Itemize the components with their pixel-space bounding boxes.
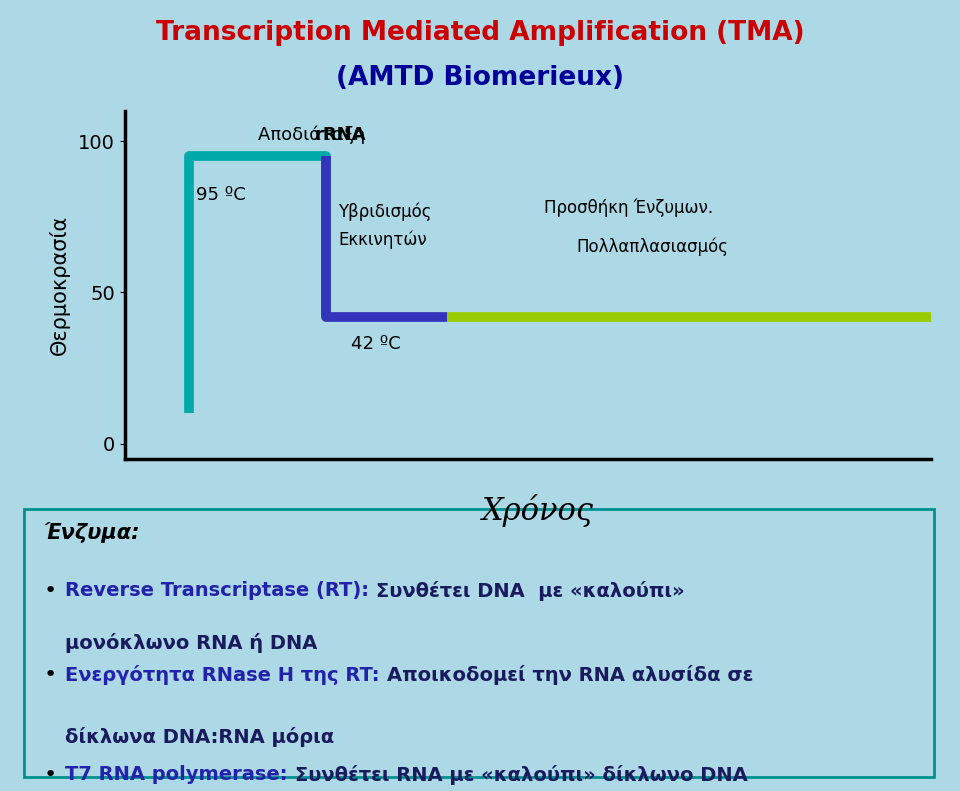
Text: Ένζυμα:: Ένζυμα: (43, 522, 140, 543)
Text: δίκλωνα DNA:RNA μόρια: δίκλωνα DNA:RNA μόρια (65, 727, 334, 747)
Text: rRNA: rRNA (314, 126, 366, 144)
Text: 42 ºC: 42 ºC (350, 335, 400, 353)
Text: Υβριδισμός
Εκκινητών: Υβριδισμός Εκκινητών (339, 203, 432, 248)
FancyBboxPatch shape (24, 509, 934, 778)
Text: Reverse Transcriptase (RT):: Reverse Transcriptase (RT): (65, 581, 376, 600)
Text: •: • (43, 765, 57, 785)
Text: Transcription Mediated Amplification (TMA): Transcription Mediated Amplification (TM… (156, 20, 804, 46)
Y-axis label: Θερμοκρασία: Θερμοκρασία (49, 214, 70, 355)
Text: •: • (43, 581, 57, 601)
Text: Συνθέτει RNA με «καλούπι» δίκλωνο DNA: Συνθέτει RNA με «καλούπι» δίκλωνο DNA (295, 765, 747, 785)
Text: Ενεργότητα RNase H της RT:: Ενεργότητα RNase H της RT: (65, 665, 387, 685)
Text: μονόκλωνο RNA ή DNA: μονόκλωνο RNA ή DNA (65, 633, 318, 653)
Text: •: • (43, 665, 57, 685)
Text: Συνθέτει DNA  με «καλούπι»: Συνθέτει DNA με «καλούπι» (376, 581, 684, 601)
Text: Πολλαπλασιασμός: Πολλαπλασιασμός (576, 237, 729, 256)
Text: Χρόνος: Χρόνος (482, 494, 593, 528)
Text: Αποδιάταξη: Αποδιάταξη (258, 126, 371, 144)
Text: Προσθήκη Ένζυμων.: Προσθήκη Ένζυμων. (544, 199, 713, 217)
Text: T7 RNA polymerase:: T7 RNA polymerase: (65, 765, 295, 784)
Text: 95 ºC: 95 ºC (196, 187, 246, 205)
Text: (AMTD Biomerieux): (AMTD Biomerieux) (336, 65, 624, 91)
Text: Αποικοδομεί την RNA αλυσίδα σε: Αποικοδομεί την RNA αλυσίδα σε (387, 665, 753, 685)
